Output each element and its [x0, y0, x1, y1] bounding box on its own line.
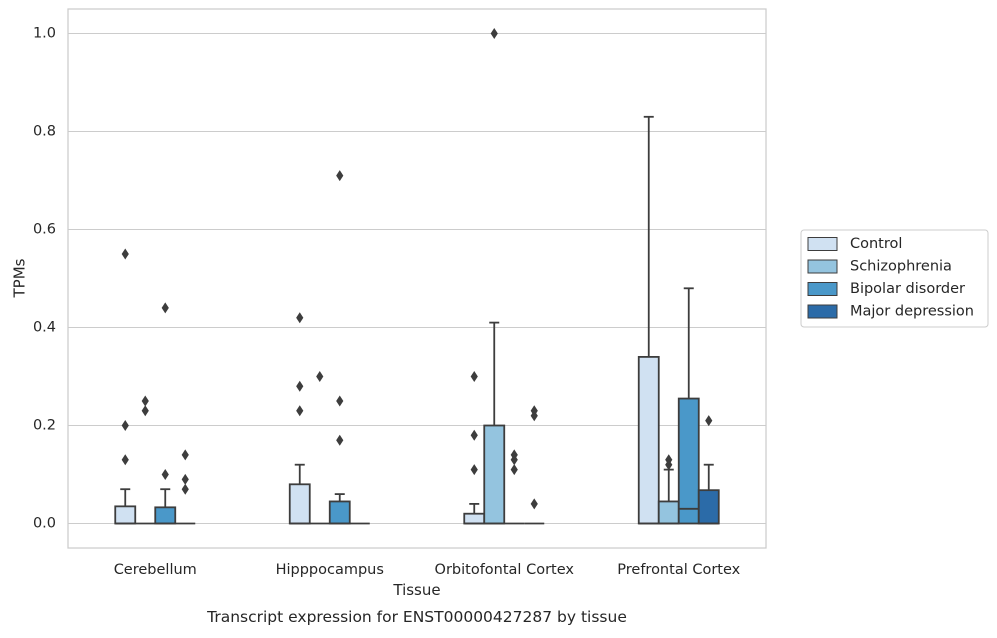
outlier-point — [470, 464, 478, 476]
box — [677, 397, 700, 525]
outlier-point — [161, 469, 169, 480]
y-tick-label: 0.4 — [33, 320, 56, 336]
outlier-point — [141, 405, 149, 417]
outlier-point — [161, 302, 169, 314]
outlier-point — [121, 454, 129, 466]
y-tick-label: 0.8 — [33, 124, 56, 140]
box-group — [524, 405, 545, 525]
box-group — [288, 312, 311, 525]
outlier-point — [181, 483, 189, 495]
box — [154, 506, 177, 525]
outlier-point — [316, 371, 324, 382]
outlier-point — [296, 380, 304, 392]
box — [657, 500, 680, 525]
box-group — [483, 28, 506, 525]
box-group — [697, 415, 720, 525]
x-axis-label: Tissue — [392, 581, 440, 599]
box-group — [677, 287, 700, 525]
x-tick-label: Hipppocampus — [276, 562, 384, 578]
outlier-point — [336, 434, 344, 446]
outlier-point — [141, 395, 149, 407]
box-group — [504, 449, 525, 525]
x-tick-label: Cerebellum — [114, 562, 197, 578]
legend-swatch — [807, 259, 838, 274]
outlier-point — [181, 473, 189, 485]
box — [483, 424, 506, 525]
outlier-point — [336, 395, 344, 407]
outlier-point — [470, 429, 478, 441]
box — [463, 512, 486, 525]
legend-swatch — [807, 237, 838, 251]
outlier-point — [296, 405, 304, 417]
legend-frame — [800, 229, 989, 328]
box-group — [637, 115, 660, 525]
y-tick-labels: 0.0 0.2 0.4 0.6 0.8 1.0 — [33, 26, 56, 532]
box-group — [328, 170, 351, 525]
outlier-point — [121, 420, 129, 431]
outlier-point — [530, 498, 538, 510]
box — [328, 500, 351, 525]
outlier-point — [510, 464, 518, 476]
box — [697, 489, 720, 525]
legend-label: Schizophrenia — [850, 259, 952, 275]
box-group — [154, 302, 177, 525]
x-tick-label: Orbitofontal Cortex — [435, 562, 575, 578]
legend-label: Bipolar disorder — [850, 281, 965, 297]
box-group — [657, 454, 680, 525]
legend-label: Control — [850, 236, 902, 252]
legend-label: Major depression — [850, 304, 974, 320]
plot-frame — [67, 8, 767, 549]
y-tick-label: 0.2 — [33, 418, 56, 434]
box-group — [114, 248, 137, 525]
outlier-point — [470, 371, 478, 382]
legend-swatch — [807, 304, 838, 319]
box-plots — [114, 28, 720, 525]
outlier-point — [336, 170, 344, 182]
box — [288, 483, 311, 525]
outlier-point — [510, 449, 518, 461]
y-tick-label: 0.0 — [33, 516, 56, 532]
outlier-point — [181, 449, 189, 461]
outlier-point — [121, 248, 129, 260]
box-group — [135, 395, 156, 525]
outlier-point — [530, 405, 538, 417]
box-group — [175, 449, 196, 525]
x-tick-labels: Cerebellum Hipppocampus Orbitofontal Corte… — [114, 562, 741, 578]
legend: Control Schizophrenia Bipolar disorder Majo… — [800, 229, 989, 328]
chart-title: Transcript expression for ENST0000042728… — [206, 608, 627, 626]
box — [637, 355, 660, 525]
legend-swatch — [807, 282, 838, 296]
plot-area — [68, 9, 766, 548]
box-group — [309, 371, 330, 525]
y-tick-label: 0.6 — [33, 222, 56, 238]
box — [114, 505, 137, 525]
x-tick-label: Prefrontal Cortex — [617, 562, 740, 578]
y-tick-label: 1.0 — [33, 26, 56, 42]
outlier-point — [705, 415, 713, 427]
y-axis-label: TPMs — [11, 258, 29, 298]
outlier-point — [296, 312, 304, 324]
box-group — [463, 371, 486, 525]
outlier-point — [665, 454, 673, 466]
outlier-point — [490, 28, 498, 39]
